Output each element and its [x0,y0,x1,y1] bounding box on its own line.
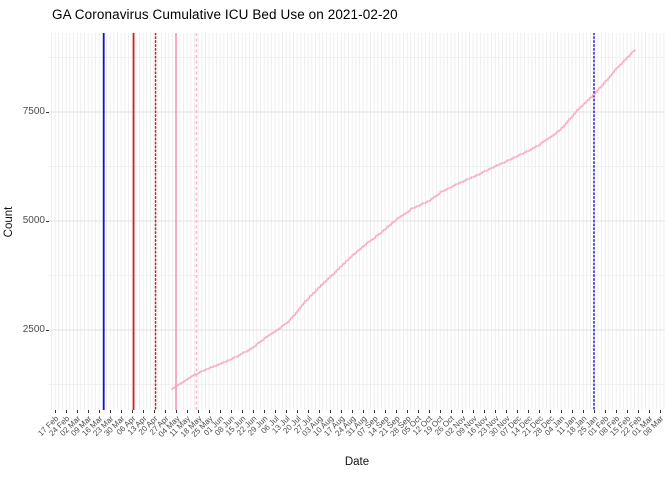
x-tick-mark [451,410,452,413]
x-tick-mark [231,410,232,413]
y-tick-label: 2500 [22,324,45,335]
x-tick-mark [253,410,254,413]
x-tick-mark [418,410,419,413]
plot-panel [49,33,665,410]
x-tick-mark [143,410,144,413]
plot-canvas [49,33,665,410]
y-tick-label: 7500 [22,106,45,117]
y-tick-mark [46,330,49,331]
x-tick-mark [506,410,507,413]
y-tick-mark [46,112,49,113]
x-tick-mark [627,410,628,413]
x-tick-mark [187,410,188,413]
x-tick-mark [517,410,518,413]
x-tick-mark [385,410,386,413]
chart-title: GA Coronavirus Cumulative ICU Bed Use on… [52,7,398,22]
x-tick-mark [242,410,243,413]
x-tick-mark [495,410,496,413]
x-tick-mark [440,410,441,413]
x-tick-mark [572,410,573,413]
x-tick-mark [110,410,111,413]
x-tick-mark [77,410,78,413]
x-tick-mark [462,410,463,413]
y-tick-label: 5000 [22,215,45,226]
x-tick-mark [363,410,364,413]
x-tick-mark [561,410,562,413]
x-tick-mark [297,410,298,413]
x-tick-mark [55,410,56,413]
x-tick-mark [638,410,639,413]
x-tick-mark [132,410,133,413]
x-tick-mark [616,410,617,413]
x-tick-mark [605,410,606,413]
x-tick-mark [649,410,650,413]
x-tick-mark [341,410,342,413]
x-tick-mark [66,410,67,413]
x-tick-mark [539,410,540,413]
x-tick-mark [88,410,89,413]
x-tick-mark [407,410,408,413]
x-tick-mark [154,410,155,413]
x-tick-mark [121,410,122,413]
x-tick-mark [374,410,375,413]
x-tick-mark [396,410,397,413]
y-axis-title: Count [3,206,15,238]
x-tick-mark [550,410,551,413]
x-tick-mark [176,410,177,413]
x-tick-mark [429,410,430,413]
x-tick-mark [583,410,584,413]
x-tick-mark [473,410,474,413]
x-tick-mark [264,410,265,413]
x-tick-mark [528,410,529,413]
y-tick-mark [46,221,49,222]
x-tick-mark [99,410,100,413]
x-tick-mark [286,410,287,413]
x-tick-mark [165,410,166,413]
cumulative-icu-line [171,49,636,390]
x-tick-mark [275,410,276,413]
x-axis-title: Date [344,456,370,468]
x-tick-mark [594,410,595,413]
x-tick-mark [308,410,309,413]
x-tick-mark [484,410,485,413]
x-tick-mark [198,410,199,413]
x-tick-mark [660,410,661,413]
x-tick-mark [220,410,221,413]
x-tick-mark [352,410,353,413]
x-tick-mark [330,410,331,413]
x-tick-mark [319,410,320,413]
x-tick-mark [209,410,210,413]
